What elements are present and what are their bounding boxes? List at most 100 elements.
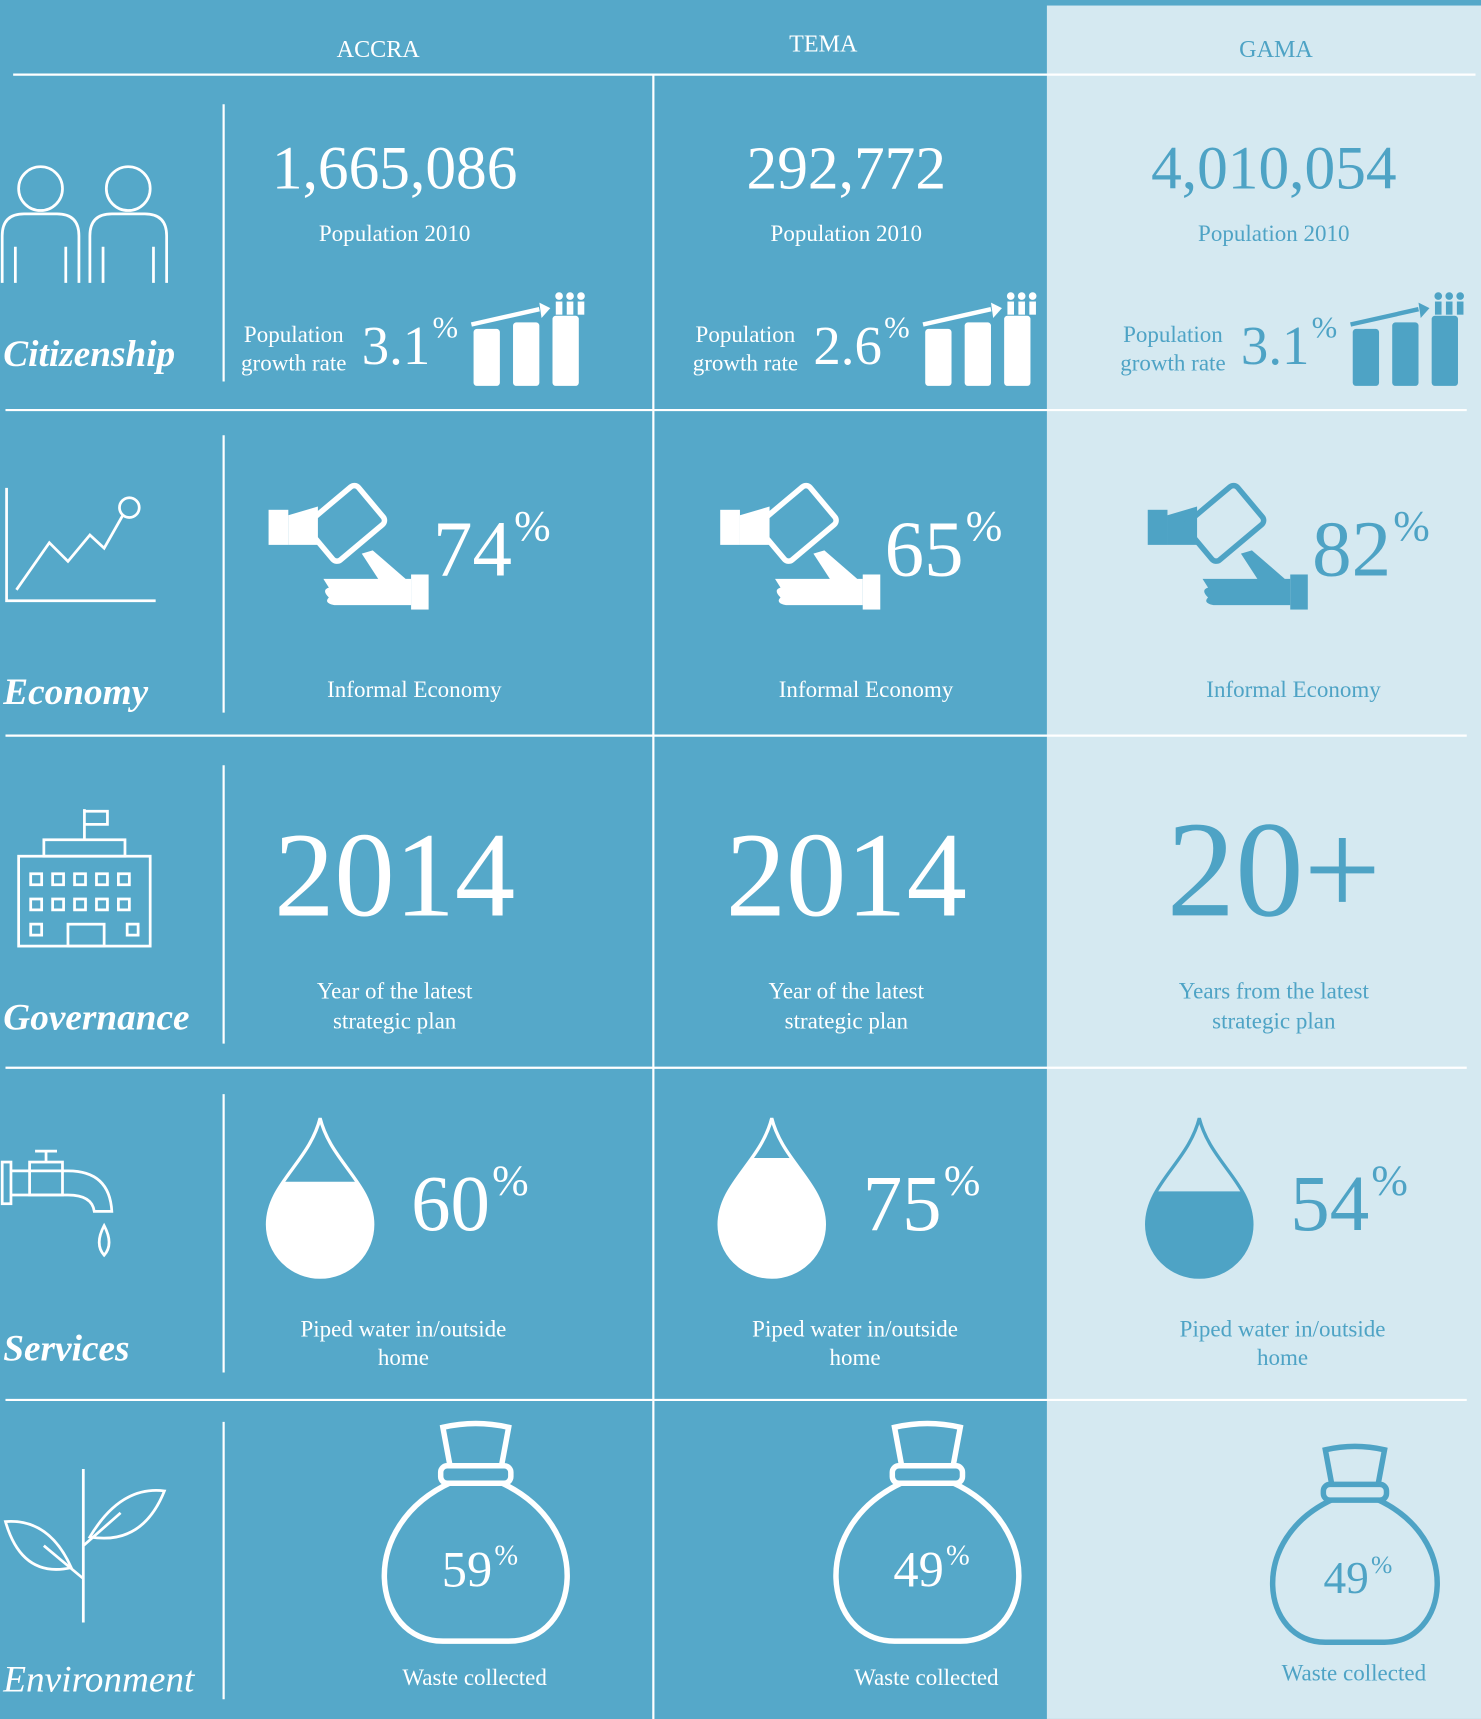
unit: %: [946, 1540, 970, 1571]
bar-icon: [1004, 315, 1031, 386]
bar-icon: [552, 315, 579, 386]
caption: Population: [696, 321, 796, 347]
person-icon: [1434, 292, 1443, 300]
drop-icon: [267, 1181, 373, 1278]
person-icon: [1445, 292, 1454, 300]
caption: Population 2010: [1198, 220, 1350, 246]
bag-icon: [439, 1420, 512, 1475]
person-icon: [1007, 301, 1015, 315]
person-icon: [577, 292, 585, 300]
value: 60: [411, 1161, 490, 1248]
unit: %: [494, 1540, 518, 1571]
row-label: Environment: [2, 1660, 196, 1701]
unit: %: [492, 1157, 529, 1205]
unit: %: [432, 311, 458, 345]
caption: growth rate: [1120, 350, 1225, 376]
unit: %: [966, 502, 1003, 550]
bill-icon: [1183, 482, 1267, 564]
caption: growth rate: [693, 350, 798, 376]
person-icon: [1029, 301, 1036, 315]
caption: Piped water in/outside: [752, 1315, 958, 1341]
growth-rate: 3.1: [362, 315, 431, 376]
caption: home: [1257, 1344, 1308, 1370]
value: 65: [885, 507, 964, 594]
person-icon: [1456, 292, 1465, 300]
column-header: GAMA: [1239, 37, 1313, 63]
hand-icon: [323, 550, 412, 606]
unit: %: [1393, 502, 1430, 550]
caption: strategic plan: [1212, 1007, 1336, 1033]
person-icon: [566, 301, 574, 315]
arrow-icon: [990, 302, 1002, 318]
caption: Population 2010: [319, 220, 471, 246]
value: 74: [433, 507, 512, 594]
arrow-icon: [1418, 302, 1430, 318]
bar-icon: [473, 328, 500, 386]
gama-column: [1046, 5, 1481, 1719]
caption: Waste collected: [854, 1664, 999, 1690]
person-icon: [1006, 292, 1015, 300]
value: 2014: [274, 809, 515, 942]
person-icon: [1018, 301, 1025, 315]
bag-icon: [889, 1462, 966, 1486]
value: 75: [863, 1161, 942, 1248]
person-icon: [555, 301, 563, 315]
person-icon: [555, 292, 563, 300]
hand-icon: [1147, 509, 1168, 545]
caption: Population 2010: [771, 220, 923, 246]
drop-icon: [719, 1157, 825, 1278]
drop-icon: [1145, 1117, 1254, 1279]
bar-icon: [925, 328, 952, 386]
arrow-icon: [922, 307, 992, 327]
plant-icon: [3, 1469, 167, 1623]
population: 1,665,086: [272, 135, 518, 203]
building-icon: [17, 809, 152, 948]
value: 2014: [726, 809, 967, 942]
caption: Waste collected: [402, 1664, 547, 1690]
people-icon: [0, 165, 168, 283]
unit: %: [1312, 311, 1338, 345]
row-label: Services: [3, 1328, 129, 1369]
chart-icon: [5, 487, 156, 603]
person-icon: [1028, 292, 1037, 300]
bag-icon: [833, 1479, 1022, 1644]
caption: Informal Economy: [1206, 676, 1381, 702]
hand-icon: [411, 574, 429, 610]
person-icon: [577, 301, 585, 315]
hand-icon: [268, 509, 289, 545]
drop-icon: [717, 1117, 827, 1279]
grid-lines: [5, 73, 1476, 1719]
person-icon: [1445, 301, 1453, 315]
hand-icon: [775, 550, 863, 606]
tap-icon: [0, 1149, 114, 1258]
unit: %: [514, 502, 551, 550]
drop-icon: [1146, 1191, 1252, 1278]
value: 49: [893, 1541, 943, 1597]
bar-icon: [1392, 322, 1419, 386]
person-icon: [1456, 301, 1464, 315]
value: 20+: [1167, 793, 1381, 945]
unit: %: [944, 1157, 981, 1205]
arrow-icon: [539, 302, 551, 318]
growth-rate: 2.6: [813, 315, 882, 376]
hand-icon: [1202, 550, 1291, 606]
bag-icon: [1269, 1496, 1440, 1645]
caption: Informal Economy: [327, 676, 502, 702]
value: 54: [1290, 1161, 1369, 1248]
row-label: Governance: [3, 997, 189, 1038]
caption: Informal Economy: [779, 676, 954, 702]
person-icon: [566, 292, 574, 300]
unit: %: [1371, 1550, 1392, 1579]
caption: Piped water in/outside: [1180, 1315, 1386, 1341]
bag-icon: [381, 1479, 570, 1644]
value: 82: [1312, 507, 1391, 594]
caption: Population: [1123, 321, 1223, 347]
arrow-icon: [470, 307, 540, 327]
caption: Years from the latest: [1179, 978, 1370, 1004]
drop-icon: [265, 1117, 375, 1279]
bag-icon: [1320, 1481, 1390, 1503]
bar-icon: [1352, 328, 1380, 386]
arrow-icon: [1350, 307, 1419, 327]
caption: Waste collected: [1282, 1660, 1427, 1686]
